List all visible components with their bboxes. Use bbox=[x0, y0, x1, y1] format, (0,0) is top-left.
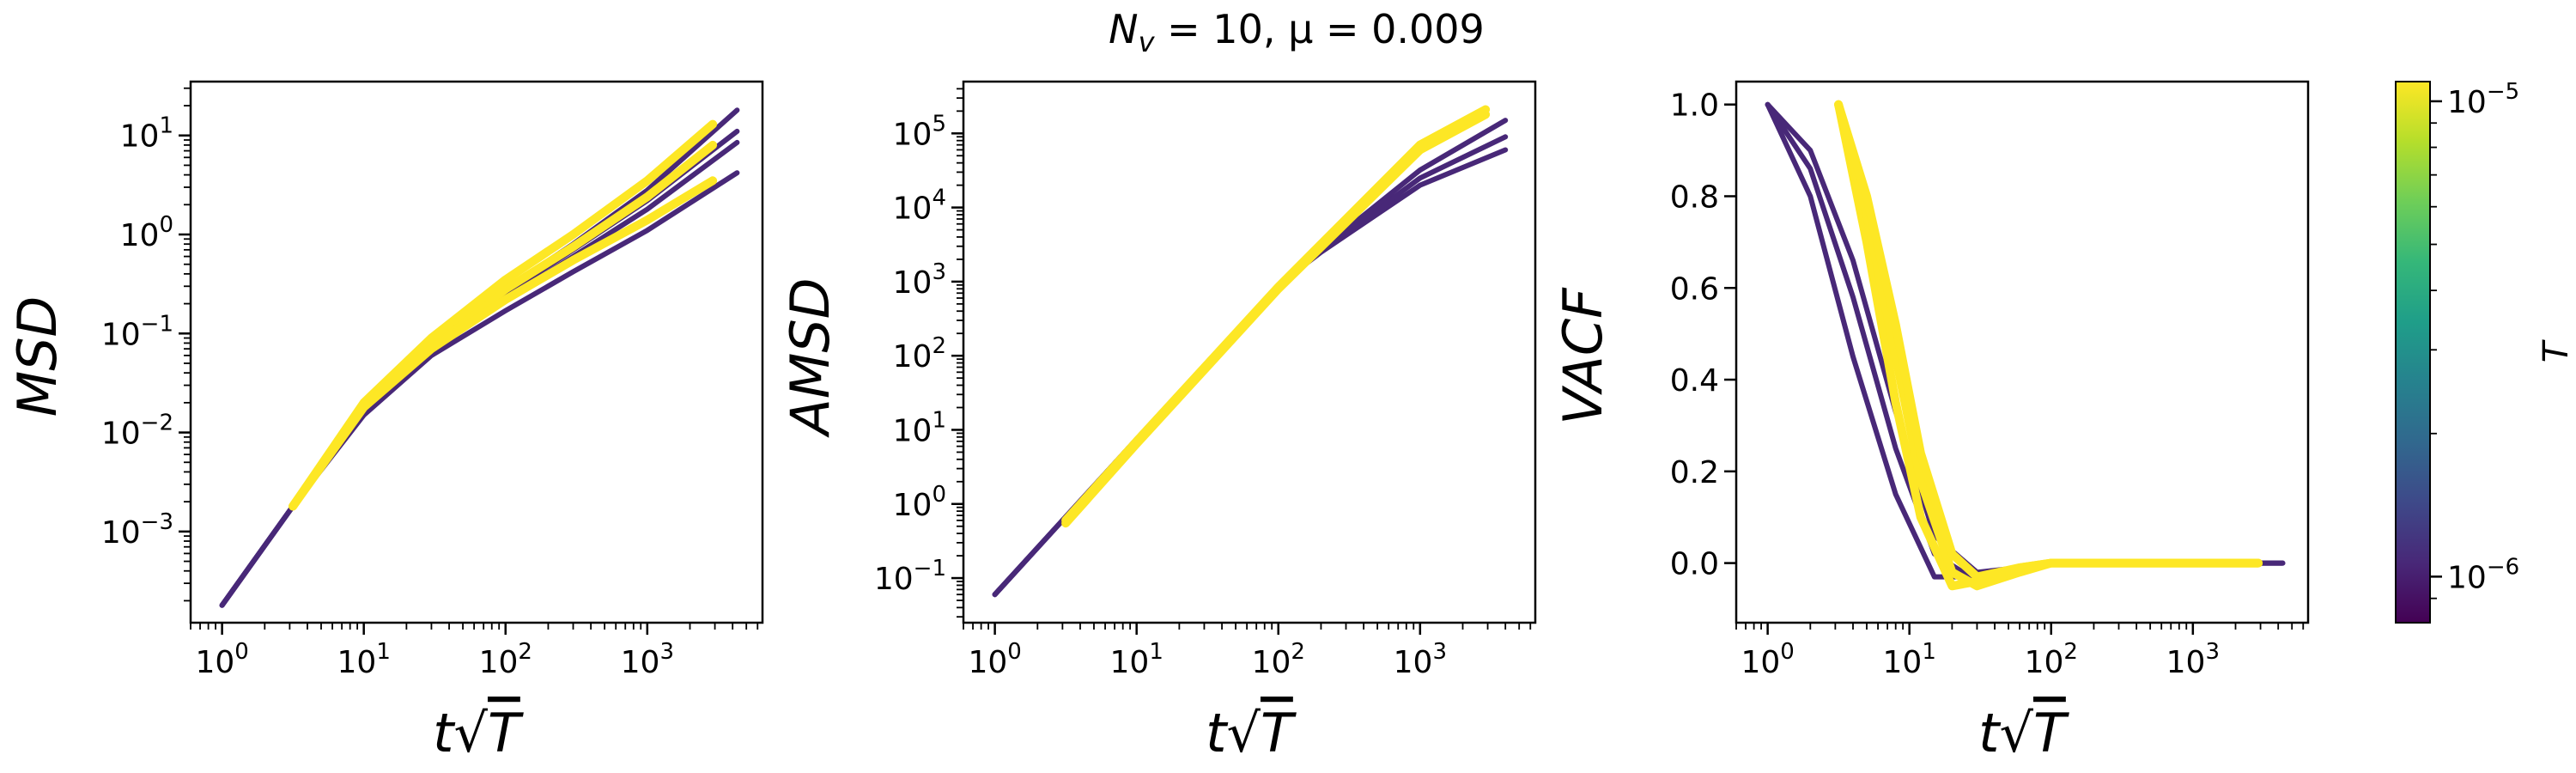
x-tick-label: 100 bbox=[195, 639, 248, 680]
axes-frame bbox=[962, 80, 1537, 624]
series-line bbox=[992, 118, 1509, 598]
x-tick-label: 101 bbox=[337, 639, 391, 680]
x-tick-label: 103 bbox=[621, 639, 674, 680]
msd-panel: MSD t√T 100 101 102 103 10−3 10−2 10−1 100 101 bbox=[6, 80, 764, 764]
y-tick-label: 104 bbox=[893, 186, 946, 227]
title-part: = 10, μ = 0.009 bbox=[1155, 6, 1485, 52]
figure-title: Nv = 10, μ = 0.009 bbox=[1109, 6, 1485, 58]
series-line bbox=[289, 140, 718, 511]
series-line bbox=[992, 147, 1509, 598]
y-tick-label: 0.0 bbox=[1670, 547, 1719, 582]
amsd-panel: AMSD t√T 100 101 102 103 10−1 100 101 102 103 104… bbox=[779, 80, 1537, 764]
y-tick-label: 1.0 bbox=[1670, 88, 1719, 124]
x-tick-label: 101 bbox=[1110, 639, 1163, 680]
vacf-ylabel: VACF bbox=[1552, 287, 1614, 425]
series-group bbox=[992, 105, 1509, 598]
colorbar-tick-label: 10−5 bbox=[2447, 79, 2519, 120]
series-group bbox=[219, 107, 740, 608]
msd-xlabel: t√T bbox=[433, 702, 524, 764]
colorbar-tick-label: 10−6 bbox=[2447, 554, 2519, 595]
axes-frame bbox=[1735, 80, 2310, 624]
y-tick-label: 105 bbox=[893, 111, 946, 152]
x-tick-label: 101 bbox=[1883, 639, 1936, 680]
colorbar-label: T bbox=[2537, 338, 2576, 362]
vacf-panel: VACF t√T 100 101 102 103 0.0 0.2 0.4 0.6 0.8 1.0 bbox=[1552, 80, 2310, 764]
x-tick-label: 100 bbox=[968, 639, 1021, 680]
vacf-xlabel: t√T bbox=[1978, 702, 2069, 764]
series-group bbox=[1765, 100, 2286, 591]
amsd-xlabel: t√T bbox=[1206, 702, 1297, 764]
amsd-ylabel: AMSD bbox=[779, 277, 841, 438]
y-tick-label: 100 bbox=[893, 482, 946, 523]
colorbar-gradient bbox=[2395, 81, 2431, 624]
x-tick-label: 102 bbox=[2025, 639, 2078, 680]
y-tick-label: 10−3 bbox=[101, 509, 173, 551]
x-tick-label: 102 bbox=[1252, 639, 1305, 680]
y-tick-label: 0.4 bbox=[1670, 363, 1719, 399]
y-tick-label: 0.6 bbox=[1670, 271, 1719, 307]
y-tick-label: 101 bbox=[120, 113, 173, 155]
x-tick-label: 102 bbox=[479, 639, 532, 680]
series-line bbox=[1765, 101, 2286, 575]
y-tick-label: 103 bbox=[893, 259, 946, 301]
msd-ylabel: MSD bbox=[6, 296, 69, 417]
y-tick-label: 101 bbox=[893, 407, 946, 448]
title-subscript: v bbox=[1139, 26, 1156, 58]
x-tick-label: 100 bbox=[1741, 639, 1794, 680]
series-line bbox=[219, 170, 740, 608]
series-line bbox=[1061, 105, 1491, 525]
title-part: N bbox=[1109, 6, 1138, 52]
y-tick-label: 102 bbox=[893, 333, 946, 374]
y-tick-label: 100 bbox=[120, 212, 173, 253]
series-line bbox=[1765, 101, 2286, 580]
series-line bbox=[1834, 100, 2263, 581]
series-line bbox=[1765, 101, 2286, 584]
axes-frame bbox=[189, 80, 764, 624]
series-line bbox=[992, 134, 1509, 598]
colorbar: T 10−6 10−5 bbox=[2395, 79, 2576, 624]
x-tick-label: 103 bbox=[2166, 639, 2220, 680]
series-line bbox=[289, 176, 718, 511]
y-tick-label: 0.2 bbox=[1670, 455, 1719, 490]
x-tick-label: 103 bbox=[1394, 639, 1447, 680]
y-tick-label: 10−1 bbox=[874, 556, 946, 597]
y-tick-label: 10−2 bbox=[101, 411, 173, 452]
y-tick-label: 10−1 bbox=[101, 311, 173, 352]
y-tick-label: 0.8 bbox=[1670, 180, 1719, 215]
